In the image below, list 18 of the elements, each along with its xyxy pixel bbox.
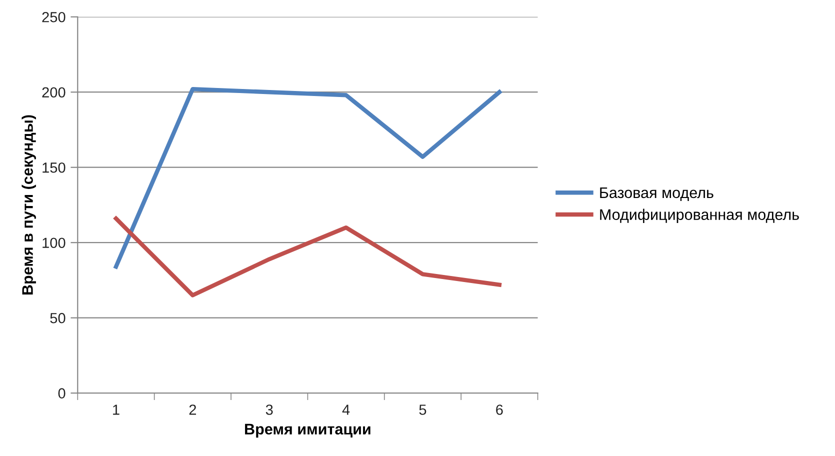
y-tick-label: 200	[42, 87, 66, 98]
legend-label: Модифицированная модель	[600, 208, 799, 224]
x-tick-label: 4	[342, 404, 350, 415]
line-series	[114, 87, 502, 269]
y-tick-label: 50	[50, 312, 66, 324]
x-tick-label: 5	[419, 404, 426, 415]
x-tick-label: 1	[113, 404, 120, 415]
legend-label: Базовая модель	[600, 187, 714, 202]
x-axis-title: Время имитации	[245, 424, 370, 438]
y-tick-label: 100	[42, 238, 66, 248]
y-axis-title: Время в пути (секунды)	[22, 115, 36, 294]
y-tick-label: 150	[42, 162, 66, 173]
y-tick-label: 250	[42, 12, 66, 22]
line-series	[114, 216, 502, 298]
x-tick-label: 6	[496, 404, 503, 415]
y-tick-label: 0	[58, 388, 66, 398]
x-tick-label: 3	[266, 404, 273, 415]
x-tick-label: 2	[189, 404, 196, 415]
